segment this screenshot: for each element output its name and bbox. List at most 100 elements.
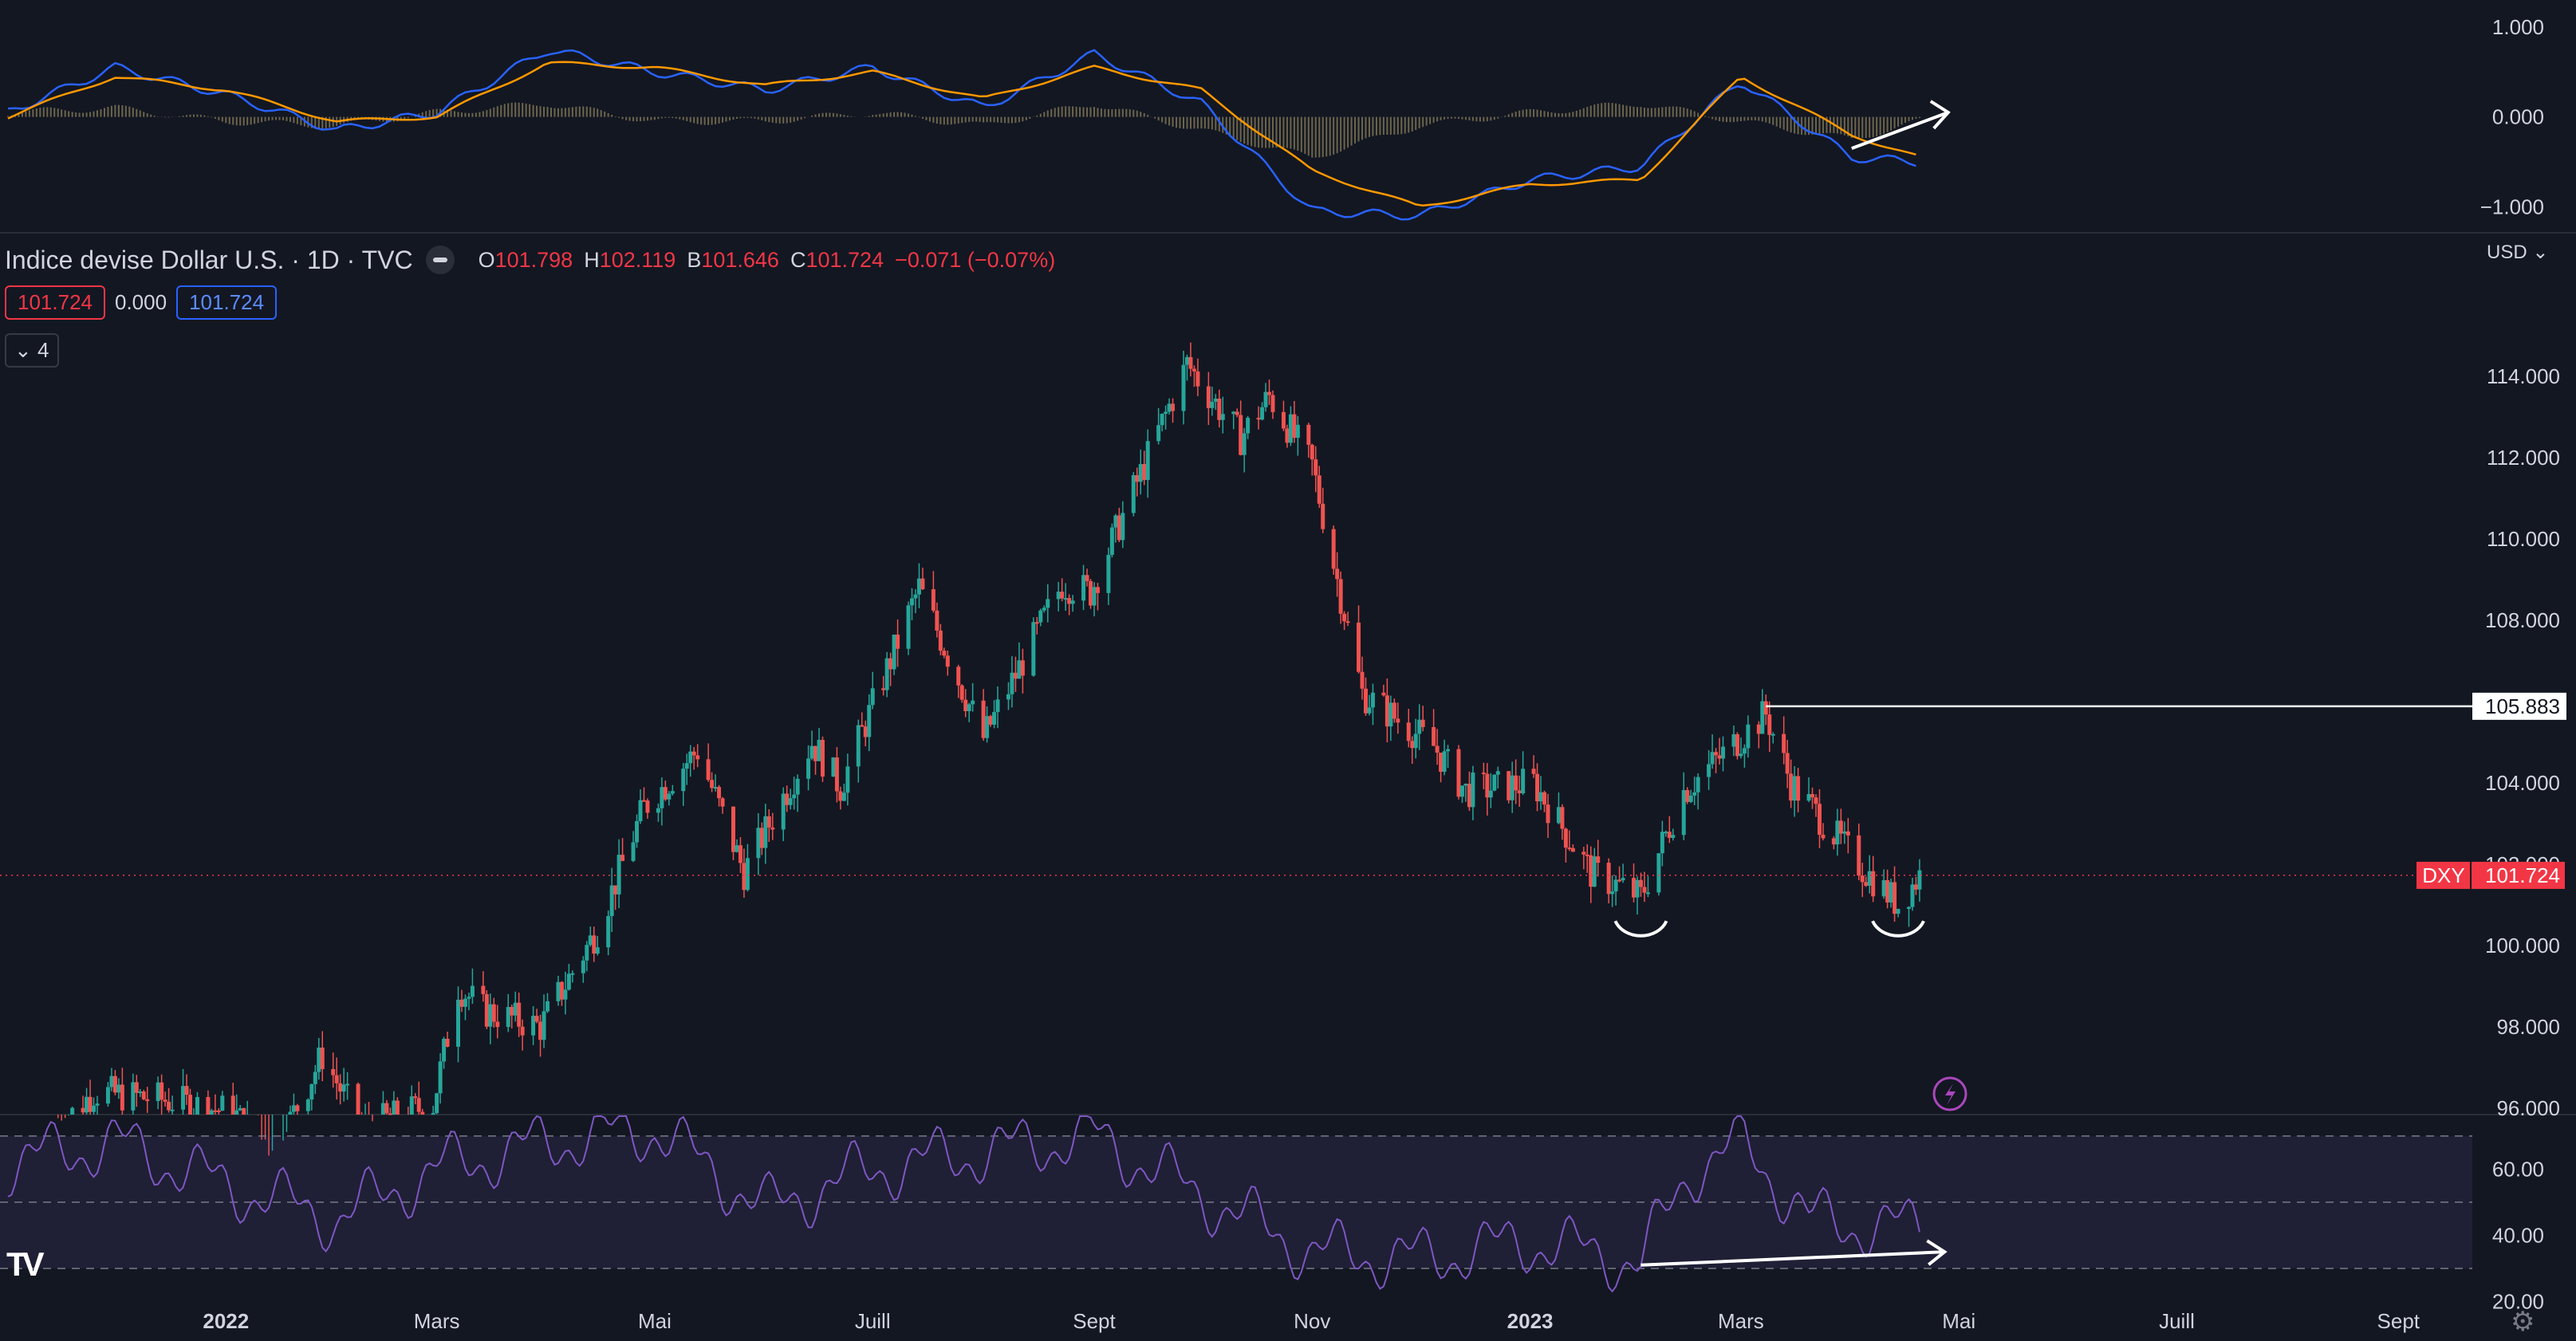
candle-body: [538, 1021, 543, 1040]
candle-body: [1342, 613, 1347, 622]
price-candle: [1563, 828, 1568, 863]
candle-body: [1131, 475, 1136, 513]
collapse-indicators-button[interactable]: ⌄ 4: [5, 333, 59, 368]
x-axis-label: Mai: [638, 1309, 672, 1333]
price-candle: [656, 803, 660, 822]
candle-body: [1295, 424, 1300, 438]
price-candle: [713, 774, 718, 792]
price-candle: [1896, 908, 1900, 918]
candle-body: [1717, 755, 1722, 759]
currency-selector[interactable]: USD ⌄: [2487, 241, 2548, 264]
candle-body: [120, 1084, 124, 1111]
candle-body: [546, 1001, 550, 1012]
price-candle: [641, 787, 646, 802]
candle-body: [1106, 554, 1111, 593]
candle-body: [681, 769, 686, 792]
price-tick-label: 96.000: [2496, 1096, 2560, 1120]
tradingview-logo[interactable]: TV: [6, 1245, 45, 1283]
level-tag: 105.883: [2485, 694, 2560, 718]
price-candle: [1821, 823, 1826, 841]
price-candle: [341, 1068, 346, 1102]
price-candle: [1270, 390, 1275, 419]
badge-right[interactable]: 101.724: [176, 285, 278, 320]
candle-body: [1789, 773, 1794, 801]
price-candle: [867, 694, 872, 752]
candle-body: [1567, 847, 1572, 850]
candle-body: [631, 842, 636, 861]
candle-body: [1906, 906, 1911, 909]
candle-body: [1239, 415, 1243, 455]
candle-body: [691, 751, 696, 756]
price-candle: [931, 571, 935, 613]
price-candle: [995, 686, 1000, 729]
candle-body: [1184, 356, 1189, 365]
badge-left[interactable]: 101.724: [5, 285, 105, 320]
price-candle: [1913, 876, 1918, 895]
price-candle: [609, 867, 614, 933]
price-candle: [1767, 701, 1772, 752]
ohlc-high-value: 102.119: [599, 247, 676, 272]
candle-body: [195, 1096, 199, 1115]
candle-body: [534, 1016, 539, 1022]
price-candle: [1406, 709, 1411, 748]
price-candle: [1070, 595, 1075, 612]
candle-body: [1406, 722, 1411, 741]
candle-body: [1010, 672, 1014, 694]
candle-body: [838, 791, 843, 801]
price-candle: [1439, 752, 1444, 783]
price-candle: [841, 783, 846, 802]
symbol-title[interactable]: Indice devise Dollar U.S. · 1D · TVC: [5, 245, 413, 274]
candle-body: [616, 855, 621, 895]
candle-body: [1913, 884, 1918, 890]
price-candle: [291, 1093, 296, 1115]
price-candle: [638, 788, 643, 824]
price-candle: [1606, 858, 1611, 904]
candle-body: [856, 725, 861, 767]
price-candle: [288, 1105, 293, 1115]
price-candle: [1142, 450, 1147, 486]
candle-body: [556, 981, 561, 1001]
candle-body: [660, 787, 664, 808]
price-candle: [1063, 583, 1068, 611]
price-candle: [1231, 411, 1236, 430]
candle-body: [820, 739, 825, 777]
candle-body: [95, 1103, 100, 1106]
candle-body: [463, 998, 467, 1007]
candle-body: [845, 766, 850, 793]
price-candle: [1531, 755, 1536, 778]
candle-body: [806, 758, 811, 779]
price-candle: [820, 736, 825, 782]
candle-body: [809, 745, 814, 759]
candle-body: [763, 816, 768, 848]
candle-body: [1635, 879, 1640, 898]
candle-body: [1570, 847, 1575, 852]
price-candle: [463, 994, 467, 1020]
candle-body: [234, 1110, 239, 1115]
symbol-header: Indice devise Dollar U.S. · 1D · TVC O10…: [5, 239, 1055, 281]
price-candle: [1645, 875, 1650, 898]
price-candle: [1435, 729, 1440, 765]
candle-body: [1707, 764, 1711, 777]
price-candle: [1845, 817, 1850, 854]
price-candle: [667, 791, 672, 806]
price-candle: [1613, 875, 1618, 906]
price-candle: [1685, 787, 1690, 804]
price-candle: [1495, 766, 1500, 789]
price-candle: [720, 796, 725, 814]
candle-body: [981, 700, 986, 738]
gear-icon[interactable]: ⚙: [2511, 1307, 2535, 1337]
price-candle: [731, 806, 735, 861]
price-candle: [959, 684, 964, 703]
candle-body: [1288, 414, 1293, 443]
candle-body: [1517, 790, 1522, 793]
candle-body: [384, 1103, 389, 1114]
price-candle: [1188, 342, 1193, 377]
price-candle: [1381, 684, 1386, 697]
price-candle: [1542, 790, 1547, 812]
price-tick-label: 100.000: [2485, 934, 2560, 958]
macd-tick-label: 1.000: [2492, 15, 2544, 39]
price-candle: [1671, 828, 1676, 841]
hide-toggle-icon[interactable]: [425, 246, 455, 274]
price-candle: [534, 1009, 539, 1024]
